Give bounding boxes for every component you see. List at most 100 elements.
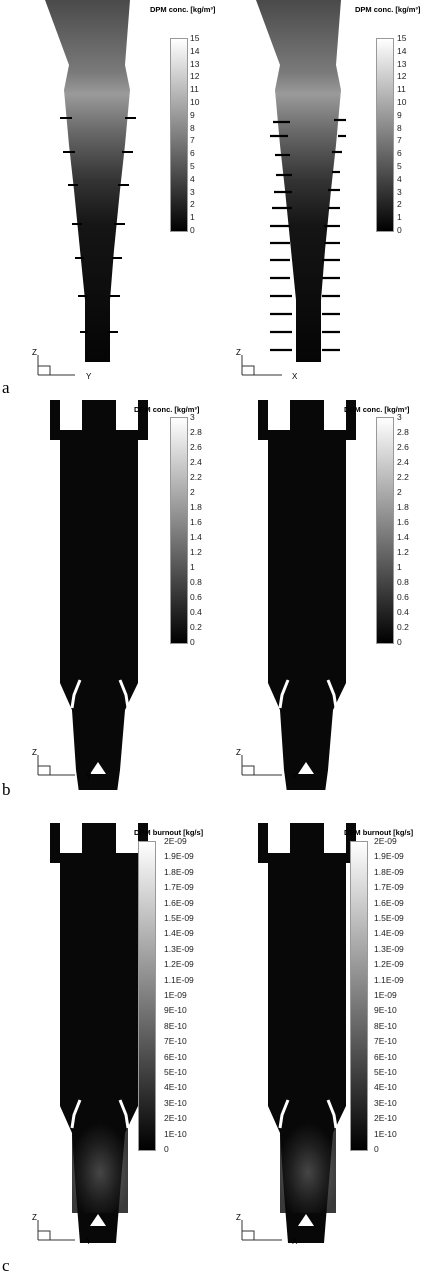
colorbar-tick-label: 0.2: [190, 622, 202, 632]
panel-b-right-colorbar-title: DPM conc. [kg/m³]: [344, 405, 410, 414]
colorbar-tick-label: 1E-10: [164, 1128, 187, 1139]
panel-c-right-axis-z: Z: [236, 1213, 241, 1222]
panel-c-right-colorbar: [350, 841, 368, 1151]
panel-b-left-colorbar: [170, 417, 188, 644]
colorbar-tick-label: 4E-10: [164, 1082, 187, 1093]
colorbar-tick-label: 3: [397, 186, 402, 197]
colorbar-tick-label: 4: [190, 173, 195, 184]
colorbar-tick-label: 2: [397, 199, 402, 210]
colorbar-tick-label: 0: [397, 225, 402, 235]
colorbar-tick-label: 1.5E-09: [374, 913, 404, 923]
colorbar-tick-label: 3E-10: [374, 1097, 397, 1108]
panel-b-left-axis-y: Y: [86, 772, 92, 781]
colorbar-tick-label: 0.6: [397, 592, 409, 602]
panel-c-label: c: [2, 1256, 10, 1275]
colorbar-tick-label: 0: [164, 1144, 169, 1154]
panel-a-right-axis-x: X: [292, 372, 298, 381]
colorbar-tick-label: 0: [397, 637, 402, 647]
colorbar-tick-label: 1E-09: [164, 990, 187, 1000]
colorbar-tick-label: 15: [397, 33, 407, 43]
colorbar-tick-label: 2E-10: [374, 1113, 397, 1124]
colorbar-tick-label: 0.4: [397, 607, 409, 617]
colorbar-tick-label: 5E-10: [164, 1067, 187, 1077]
colorbar-tick-label: 8: [190, 122, 195, 133]
colorbar-tick-label: 1.6: [397, 517, 409, 527]
colorbar-tick-label: 2.8: [190, 427, 202, 437]
colorbar-tick-label: 2: [397, 487, 402, 497]
panel-a-right-colorbar-ticks: 15 14 13 12 11 10 9 8 7 6 5 4 3 2 1 0: [397, 34, 437, 234]
panel-c-right-axis-x: X: [292, 1237, 298, 1246]
colorbar-tick-label: 1.8E-09: [164, 866, 194, 877]
colorbar-tick-label: 1.2: [190, 547, 202, 557]
panel-a-left-render: [37, 0, 136, 376]
colorbar-tick-label: 9E-10: [374, 1005, 397, 1016]
colorbar-tick-label: 1.6: [190, 517, 202, 527]
colorbar-tick-label: 1: [190, 562, 195, 572]
panel-a-right-render: [241, 0, 346, 376]
colorbar-tick-label: 1E-10: [374, 1128, 397, 1139]
colorbar-tick-label: 1.7E-09: [374, 882, 404, 893]
colorbar-tick-label: 9E-10: [164, 1005, 187, 1016]
colorbar-tick-label: 2E-09: [164, 836, 187, 846]
colorbar-tick-label: 4: [397, 173, 402, 184]
colorbar-tick-label: 1.4: [397, 532, 409, 542]
panel-b-left-render: [37, 400, 173, 790]
colorbar-tick-label: 1.1E-09: [374, 974, 404, 985]
panel-c-left-colorbar-title: DPM burnout [kg/s]: [134, 828, 204, 837]
panel-b-right-colorbar: [376, 417, 394, 644]
colorbar-tick-label: 6E-10: [374, 1051, 397, 1062]
colorbar-tick-label: 0: [190, 225, 195, 235]
panel-c-right-colorbar-ticks: 2E-09 1.9E-09 1.8E-09 1.7E-09 1.6E-09 1.5E-09…: [374, 837, 434, 1153]
colorbar-tick-label: 1.8: [190, 502, 202, 512]
colorbar-tick-label: 1.9E-09: [164, 851, 194, 862]
colorbar-tick-label: 3: [190, 412, 195, 422]
panel-c-right-render: [241, 823, 356, 1243]
colorbar-tick-label: 1: [397, 212, 402, 223]
panel-b-left-axis-z: Z: [32, 748, 37, 757]
colorbar-tick-label: 1.2E-09: [164, 959, 194, 970]
colorbar-tick-label: 14: [190, 45, 200, 56]
panel-b: Z Y Z X DPM conc. [kg/m³] 3 2.8 2.6 2.4 2.2 2…: [0, 400, 438, 800]
colorbar-tick-label: 10: [397, 97, 407, 107]
colorbar-tick-label: 6E-10: [164, 1051, 187, 1062]
panel-c-left-colorbar-ticks: 2E-09 1.9E-09 1.8E-09 1.7E-09 1.6E-09 1.5E-09…: [164, 837, 224, 1153]
panel-b-right-render: [241, 400, 356, 790]
colorbar-tick-label: 1: [397, 562, 402, 572]
colorbar-tick-label: 11: [397, 84, 406, 95]
colorbar-tick-label: 0: [190, 637, 195, 647]
panel-a-left-colorbar-ticks: 15 14 13 12 11 10 9 8 7 6 5 4 3 2 1 0: [190, 34, 230, 234]
colorbar-tick-label: 2E-10: [164, 1113, 187, 1124]
colorbar-tick-label: 8E-10: [374, 1020, 397, 1031]
colorbar-tick-label: 13: [397, 58, 407, 69]
colorbar-tick-label: 2.2: [190, 472, 202, 482]
panel-c-left-axis-y: Y: [86, 1237, 92, 1246]
panel-b-left-colorbar-title: DPM conc. [kg/m³]: [134, 405, 200, 414]
panel-c: Z Y Z X DPM burnout [kg/s] 2E-09 1.9E-09 1…: [0, 823, 438, 1278]
panel-a-label: a: [2, 378, 10, 397]
colorbar-tick-label: 2.4: [397, 457, 409, 467]
colorbar-tick-label: 2.6: [190, 442, 202, 452]
panel-b-right-axis-z: Z: [236, 748, 241, 757]
colorbar-tick-label: 8E-10: [164, 1020, 187, 1031]
panel-b-left-colorbar-ticks: 3 2.8 2.6 2.4 2.2 2 1.8 1.6 1.4 1.2 1 0.8 0.6 0.4 0.2 0: [190, 413, 230, 646]
colorbar-tick-label: 6: [190, 148, 195, 159]
panel-b-right-axis-x: X: [292, 772, 298, 781]
panel-a-right-colorbar: [376, 38, 394, 232]
panel-a-left-colorbar: [170, 38, 188, 232]
panel-a-left-axis-y: Y: [86, 372, 92, 381]
colorbar-tick-label: 1.7E-09: [164, 882, 194, 893]
colorbar-tick-label: 1.3E-09: [374, 943, 404, 954]
colorbar-tick-label: 2.2: [397, 472, 409, 482]
colorbar-tick-label: 2: [190, 199, 195, 210]
colorbar-tick-label: 7E-10: [374, 1036, 397, 1047]
colorbar-tick-label: 0.4: [190, 607, 202, 617]
colorbar-tick-label: 3: [397, 412, 402, 422]
panel-c-right-colorbar-title: DPM burnout [kg/s]: [344, 828, 414, 837]
colorbar-tick-label: 8: [397, 122, 402, 133]
colorbar-tick-label: 1.1E-09: [164, 974, 194, 985]
panel-a-right-axis-z: Z: [236, 348, 241, 357]
colorbar-tick-label: 4E-10: [374, 1082, 397, 1093]
colorbar-tick-label: 6: [397, 148, 402, 159]
colorbar-tick-label: 7: [397, 135, 402, 146]
colorbar-tick-label: 11: [190, 84, 199, 95]
